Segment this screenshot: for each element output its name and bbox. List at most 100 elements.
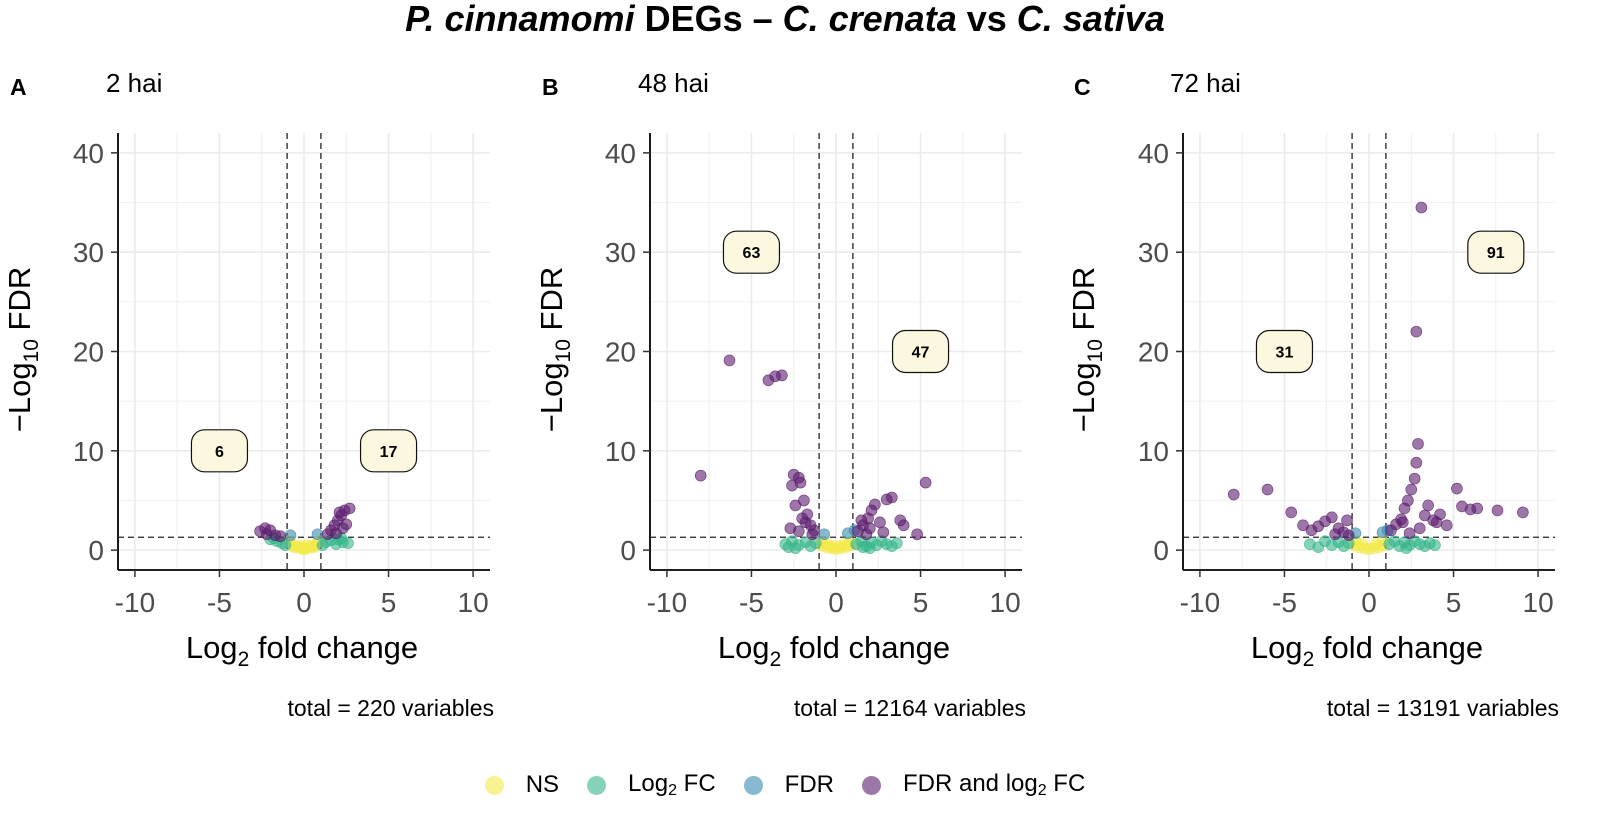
panel-letter: B <box>542 74 559 100</box>
data-point <box>723 354 736 367</box>
data-point <box>792 525 805 538</box>
data-point <box>1397 516 1409 529</box>
y-tick-label: 40 <box>605 138 636 169</box>
y-tick-label: 10 <box>73 436 104 467</box>
count-label: 6 <box>215 444 224 461</box>
count-label: 17 <box>380 444 398 461</box>
data-point <box>1410 456 1423 469</box>
data-point <box>1451 482 1463 495</box>
panel-subtitle: 2 hai <box>106 68 162 98</box>
data-point <box>1413 522 1426 535</box>
legend-label: Log2 FC <box>628 770 716 799</box>
data-point <box>855 514 868 527</box>
data-point <box>1341 514 1353 527</box>
data-point <box>1342 529 1355 542</box>
legend-swatch <box>861 775 881 795</box>
data-point <box>1356 538 1369 550</box>
data-point <box>857 541 869 553</box>
x-tick-label: 5 <box>913 587 929 618</box>
panel-b: -10 -5 0 5 10 0 10 20 30 40 63 47 B 48 hai Log2 fold c… <box>534 68 1026 721</box>
data-point <box>301 539 314 551</box>
legend-label: FDR and log2 FC <box>902 770 1086 799</box>
title-host-2: C. sativa <box>1016 0 1165 39</box>
legend-item: FDR <box>743 771 834 799</box>
data-point <box>801 508 814 521</box>
title-vs: vs <box>956 0 1017 39</box>
y-tick-label: 40 <box>1138 138 1169 169</box>
data-point <box>776 369 788 382</box>
count-label-box <box>1255 329 1314 374</box>
x-tick-label: -10 <box>115 587 155 618</box>
data-point <box>897 519 910 532</box>
data-point <box>869 498 881 511</box>
y-tick-label: 20 <box>73 337 104 368</box>
y-tick-label: 30 <box>73 237 104 268</box>
data-point <box>1285 506 1298 519</box>
panel-letter: A <box>10 74 27 100</box>
x-tick-label: 10 <box>458 587 489 618</box>
count-label: 31 <box>1276 345 1294 362</box>
data-point <box>1402 494 1414 507</box>
x-tick-label: 10 <box>1523 587 1554 618</box>
title-species: P. cinnamomi <box>405 0 635 39</box>
x-tick-label: 0 <box>828 587 844 618</box>
x-tick-label: -10 <box>1180 587 1220 618</box>
title-host-1: C. crenata <box>782 0 957 39</box>
title-degs: DEGs – <box>634 0 783 39</box>
data-point <box>911 528 923 541</box>
data-point <box>885 491 898 504</box>
legend-label: FDR <box>784 771 834 798</box>
data-point <box>333 506 346 519</box>
data-point <box>274 530 287 543</box>
x-axis-label: Log2 fold change <box>718 630 950 671</box>
data-point <box>794 476 807 489</box>
data-point <box>874 516 886 529</box>
x-tick-label: 0 <box>1361 587 1377 618</box>
data-point <box>1440 519 1453 532</box>
panel-a: -10 -5 0 5 10 0 10 20 30 40 6 17 A 2 hai Log2 fold cha… <box>2 68 494 721</box>
data-point <box>818 528 830 541</box>
data-point <box>806 528 819 541</box>
data-point <box>919 476 932 489</box>
data-point <box>1415 201 1428 214</box>
data-point <box>833 540 846 552</box>
data-point <box>316 539 329 551</box>
y-tick-label: 0 <box>88 535 104 566</box>
data-point <box>311 528 324 541</box>
y-axis-label: −Log10 FDR <box>534 267 575 433</box>
data-point <box>343 502 356 515</box>
y-axis-label: −Log10 FDR <box>1066 267 1107 433</box>
data-point <box>1517 506 1529 519</box>
legend-item: Log2 FC <box>587 770 716 800</box>
y-tick-label: 20 <box>1138 337 1169 368</box>
data-point <box>1491 504 1504 517</box>
volcano-plots-figure: -10 -5 0 5 10 0 10 20 30 40 6 17 A 2 hai Log2 fold cha… <box>2 68 1559 721</box>
x-tick-label: 0 <box>296 587 312 618</box>
panel-letter: C <box>1074 74 1091 100</box>
count-label: 91 <box>1487 245 1505 262</box>
x-tick-label: -5 <box>1272 587 1297 618</box>
x-axis-label: Log2 fold change <box>186 630 418 671</box>
x-tick-label: 5 <box>1446 587 1462 618</box>
count-label: 47 <box>912 345 930 362</box>
y-tick-label: 20 <box>605 337 636 368</box>
count-label-box <box>722 230 781 274</box>
total-variables-caption: total = 13191 variables <box>1327 695 1559 721</box>
data-point <box>789 499 802 512</box>
x-tick-label: 10 <box>990 587 1021 618</box>
panel-subtitle: 72 hai <box>1170 68 1241 98</box>
data-point <box>1369 538 1382 550</box>
figure-title: P. cinnamomi DEGs – C. crenata vs C. sat… <box>0 0 1570 40</box>
data-point <box>1261 483 1274 496</box>
data-point <box>1326 511 1338 524</box>
data-point <box>1410 325 1423 338</box>
x-axis-label: Log2 fold change <box>1251 630 1483 671</box>
legend-swatch <box>587 775 607 795</box>
x-tick-label: -5 <box>739 587 764 618</box>
data-point <box>1422 499 1434 512</box>
data-point <box>1227 488 1240 501</box>
y-tick-label: 30 <box>605 237 636 268</box>
data-point <box>694 469 707 482</box>
y-tick-label: 10 <box>1138 436 1169 467</box>
count-label: 63 <box>743 245 761 262</box>
